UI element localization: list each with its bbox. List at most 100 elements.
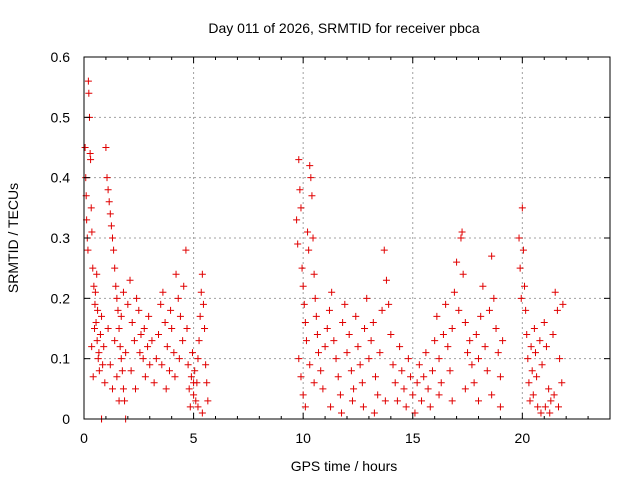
data-point xyxy=(339,318,347,326)
data-point xyxy=(137,331,145,339)
data-point xyxy=(378,306,386,314)
data-point xyxy=(468,361,476,369)
data-point xyxy=(428,367,436,375)
data-point xyxy=(330,337,338,345)
data-point xyxy=(347,367,355,375)
data-point xyxy=(345,331,353,339)
data-point xyxy=(310,379,318,387)
data-point xyxy=(105,198,113,206)
data-point xyxy=(172,270,180,278)
data-point xyxy=(136,349,144,357)
data-point xyxy=(439,331,447,339)
data-point xyxy=(194,403,202,411)
data-point xyxy=(91,325,99,332)
data-point xyxy=(100,343,108,351)
data-point xyxy=(374,391,382,399)
data-point xyxy=(199,300,207,308)
data-point xyxy=(367,337,375,345)
data-point xyxy=(396,343,404,351)
data-point xyxy=(101,379,109,387)
data-point xyxy=(171,373,179,381)
data-point xyxy=(197,288,205,296)
data-point xyxy=(293,216,301,224)
data-point xyxy=(102,144,110,151)
data-point xyxy=(546,409,554,417)
data-point xyxy=(481,343,489,351)
data-point xyxy=(94,355,102,363)
data-point xyxy=(298,264,306,272)
data-point xyxy=(556,355,564,363)
data-point xyxy=(448,397,456,405)
data-point xyxy=(99,361,107,369)
data-point xyxy=(354,343,362,351)
data-point xyxy=(365,355,373,363)
data-point xyxy=(496,403,504,411)
data-point xyxy=(203,379,211,387)
data-point xyxy=(88,228,96,236)
data-point xyxy=(307,174,315,182)
data-point xyxy=(343,349,351,357)
data-point xyxy=(159,288,167,296)
data-point xyxy=(202,361,210,369)
data-point xyxy=(361,325,369,332)
data-point xyxy=(309,234,317,242)
data-point xyxy=(92,318,100,326)
data-point xyxy=(516,264,524,272)
data-point xyxy=(515,234,523,242)
data-point xyxy=(458,228,466,236)
data-point xyxy=(188,349,196,357)
data-point xyxy=(317,367,325,375)
data-point xyxy=(528,367,536,375)
data-point xyxy=(393,397,401,405)
data-point xyxy=(529,391,537,399)
data-point xyxy=(534,403,542,411)
data-point xyxy=(328,288,336,296)
data-point xyxy=(352,312,360,320)
data-point xyxy=(380,246,388,254)
data-point xyxy=(444,343,452,351)
data-point xyxy=(459,270,467,278)
data-point xyxy=(533,373,541,381)
data-point xyxy=(198,270,206,278)
data-point xyxy=(523,331,531,339)
data-point xyxy=(442,300,450,308)
data-point xyxy=(389,361,397,369)
data-point xyxy=(183,325,191,332)
data-point xyxy=(537,409,545,417)
data-point xyxy=(81,144,89,151)
y-tick-label: 0.6 xyxy=(51,49,71,65)
data-point xyxy=(304,228,312,236)
data-point xyxy=(404,355,412,363)
data-point xyxy=(311,294,319,302)
data-point xyxy=(175,355,183,363)
data-point xyxy=(198,409,206,417)
data-point xyxy=(437,379,445,387)
data-point xyxy=(483,367,491,375)
data-point xyxy=(551,288,559,296)
data-point xyxy=(525,379,533,387)
data-point xyxy=(103,174,111,182)
data-point xyxy=(461,318,469,326)
data-point xyxy=(519,246,527,254)
data-point xyxy=(472,331,480,339)
data-point xyxy=(435,391,443,399)
data-point xyxy=(517,294,525,302)
data-point xyxy=(420,373,428,381)
data-point xyxy=(184,361,192,369)
data-point xyxy=(192,397,200,405)
data-point xyxy=(91,300,99,308)
data-point xyxy=(130,337,138,345)
data-point xyxy=(191,367,199,375)
data-point xyxy=(93,337,101,345)
data-point xyxy=(312,312,320,320)
data-point xyxy=(162,385,170,393)
data-point xyxy=(190,379,198,387)
data-point xyxy=(145,312,153,320)
y-tick-label: 0.5 xyxy=(51,109,71,125)
data-point xyxy=(475,355,482,363)
data-point xyxy=(107,222,115,230)
data-point xyxy=(301,403,309,411)
data-point xyxy=(195,337,203,345)
data-point xyxy=(116,343,124,351)
y-tick-label: 0 xyxy=(62,411,70,427)
